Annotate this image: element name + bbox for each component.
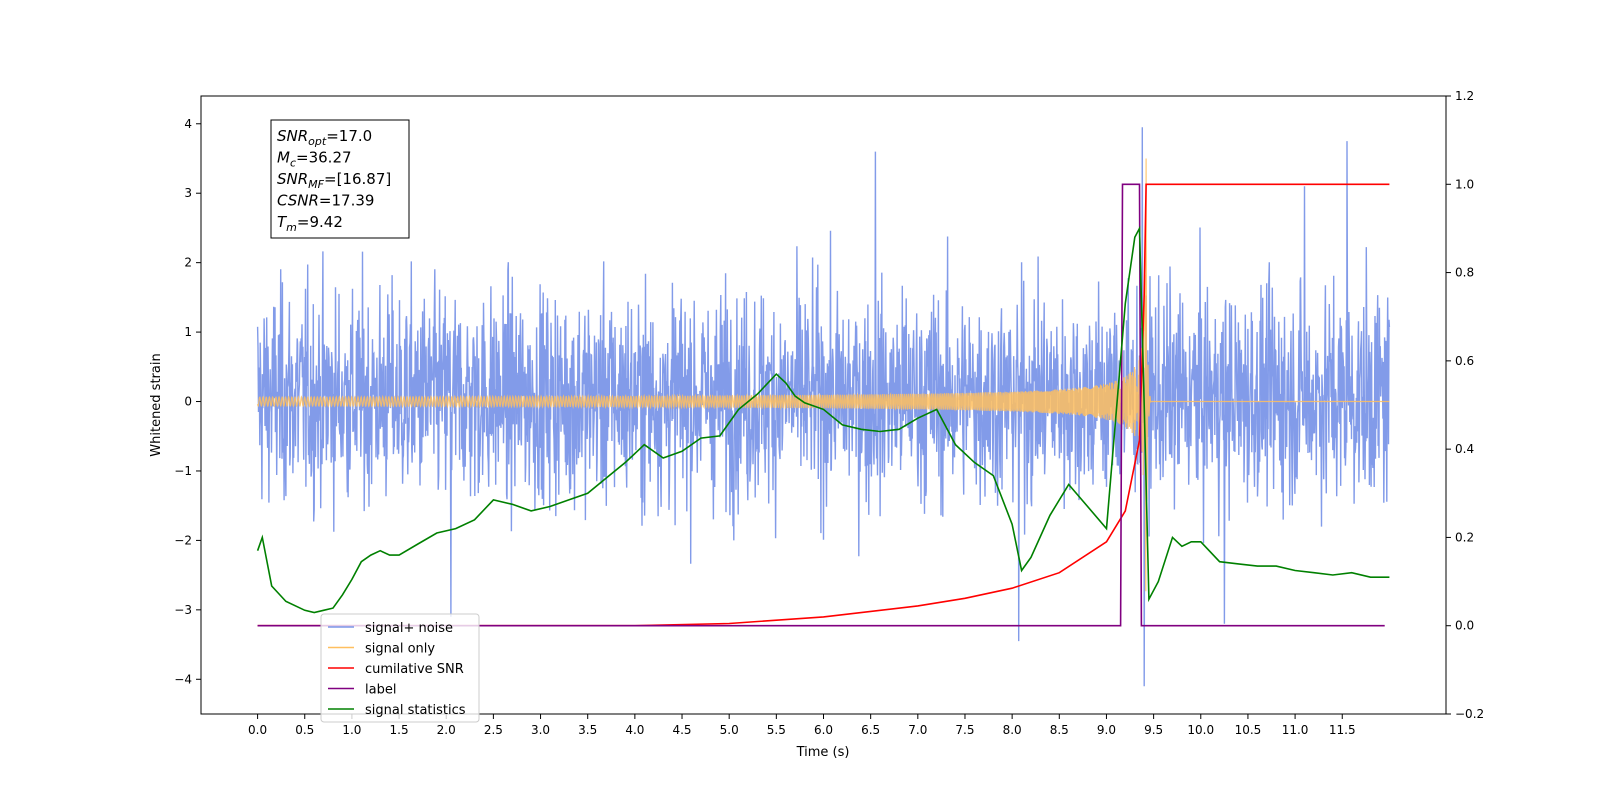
legend-label: signal statistics xyxy=(365,703,466,718)
y-left-tick-label: −1 xyxy=(174,464,192,478)
x-tick-label: 2.5 xyxy=(484,723,503,737)
y-right-tick-label: 1.2 xyxy=(1455,89,1474,103)
x-tick-label: 6.0 xyxy=(814,723,833,737)
y-left-tick-label: −3 xyxy=(174,603,192,617)
x-tick-label: 10.0 xyxy=(1187,723,1214,737)
plot-series-layer xyxy=(256,127,1391,687)
x-tick-label: 5.0 xyxy=(720,723,739,737)
y-right-tick-label: 0.0 xyxy=(1455,619,1474,633)
stats-annotation: SNRopt=17.0Mc=36.27SNRMF=[16.87]CSNR=17.… xyxy=(270,119,410,239)
x-tick-label: 7.0 xyxy=(908,723,927,737)
x-tick-label: 4.5 xyxy=(672,723,691,737)
x-tick-label: 7.5 xyxy=(955,723,974,737)
series-label xyxy=(257,183,1385,627)
x-tick-label: 0.5 xyxy=(295,723,314,737)
x-axis: 0.0 0.5 1.0 1.5 2.0 2.5 3.0 3.5 4.0 4.5 5.0 5.5 6.0 6… xyxy=(248,714,1356,737)
x-tick-label: 6.5 xyxy=(861,723,880,737)
y-right-tick-label: 0.6 xyxy=(1455,354,1474,368)
x-tick-label: 1.0 xyxy=(342,723,361,737)
x-tick-label: 0.0 xyxy=(248,723,267,737)
series-signal-statistics xyxy=(256,225,1390,614)
annotation-line: Mc=36.27 xyxy=(277,149,352,170)
x-tick-label: 8.0 xyxy=(1003,723,1022,737)
y-right-tick-label: 1.0 xyxy=(1455,177,1474,191)
y-left-tick-label: 1 xyxy=(184,325,192,339)
y-axis-right: 1.2 1.0 0.8 0.6 0.4 0.2 0.0 −0.2 xyxy=(1446,89,1484,721)
y-right-tick-label: −0.2 xyxy=(1455,707,1484,721)
y-left-tick-label: −4 xyxy=(174,672,192,686)
y-left-tick-label: −2 xyxy=(174,533,192,547)
legend-label: label xyxy=(365,683,396,698)
legend-frame xyxy=(320,613,480,723)
x-tick-label: 8.5 xyxy=(1050,723,1069,737)
x-tick-label: 3.0 xyxy=(531,723,550,737)
y-left-tick-label: 2 xyxy=(184,256,192,270)
x-tick-label: 9.0 xyxy=(1097,723,1116,737)
y-left-tick-label: 0 xyxy=(184,395,192,409)
legend-label: signal only xyxy=(365,642,435,657)
y-right-tick-label: 0.4 xyxy=(1455,442,1474,456)
series-signal-only xyxy=(257,158,1390,592)
legend: signal+ noise signal only cumilative SNR la… xyxy=(320,613,480,723)
annotation-line: SNRMF=[16.87] xyxy=(277,170,391,191)
x-tick-label: 11.5 xyxy=(1329,723,1356,737)
x-tick-label: 1.5 xyxy=(390,723,409,737)
y-axis-left: 4 3 2 1 0 −1 −2 −3 −4 xyxy=(174,117,201,686)
x-tick-label: 3.5 xyxy=(578,723,597,737)
legend-label: signal+ noise xyxy=(365,621,453,636)
x-tick-label: 5.5 xyxy=(767,723,786,737)
x-tick-label: 9.5 xyxy=(1144,723,1163,737)
y-right-tick-label: 0.2 xyxy=(1455,530,1474,544)
annotation-line: Tm=9.42 xyxy=(277,213,343,234)
y-right-tick-label: 0.8 xyxy=(1455,266,1474,280)
y-axis-label: Whitened strain xyxy=(149,353,164,456)
legend-label: cumilative SNR xyxy=(365,662,464,677)
x-tick-label: 11.0 xyxy=(1282,723,1309,737)
series-signal-noise xyxy=(256,127,1391,687)
y-left-tick-label: 3 xyxy=(184,186,192,200)
series-cumilative-snr xyxy=(257,183,1390,627)
annotation-line: SNRopt=17.0 xyxy=(277,127,372,148)
x-axis-label: Time (s) xyxy=(796,745,850,760)
x-tick-label: 4.0 xyxy=(625,723,644,737)
x-tick-label: 2.0 xyxy=(437,723,456,737)
x-tick-label: 10.5 xyxy=(1235,723,1262,737)
annotation-line: CSNR=17.39 xyxy=(277,192,374,210)
annotation-frame xyxy=(270,119,410,239)
y-left-tick-label: 4 xyxy=(184,117,192,131)
